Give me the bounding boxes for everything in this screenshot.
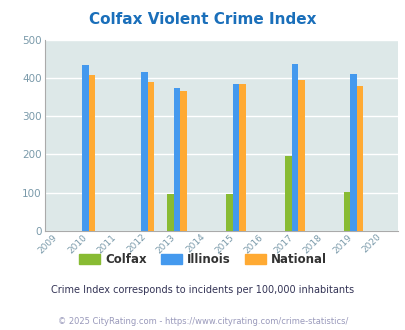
Text: Crime Index corresponds to incidents per 100,000 inhabitants: Crime Index corresponds to incidents per… [51,285,354,295]
Bar [89,75,95,231]
Bar [239,84,245,231]
Bar [284,155,291,231]
Bar [147,82,154,231]
Bar [82,65,89,231]
Bar [350,75,356,231]
Legend: Colfax, Illinois, National: Colfax, Illinois, National [74,248,331,271]
Bar [173,88,180,231]
Bar [167,194,173,231]
Bar [141,72,147,231]
Text: Colfax Violent Crime Index: Colfax Violent Crime Index [89,12,316,26]
Bar [180,90,186,231]
Bar [291,64,297,231]
Bar [356,86,362,231]
Bar [226,194,232,231]
Text: © 2025 CityRating.com - https://www.cityrating.com/crime-statistics/: © 2025 CityRating.com - https://www.city… [58,317,347,326]
Bar [232,84,239,231]
Bar [297,80,304,231]
Bar [343,192,350,231]
